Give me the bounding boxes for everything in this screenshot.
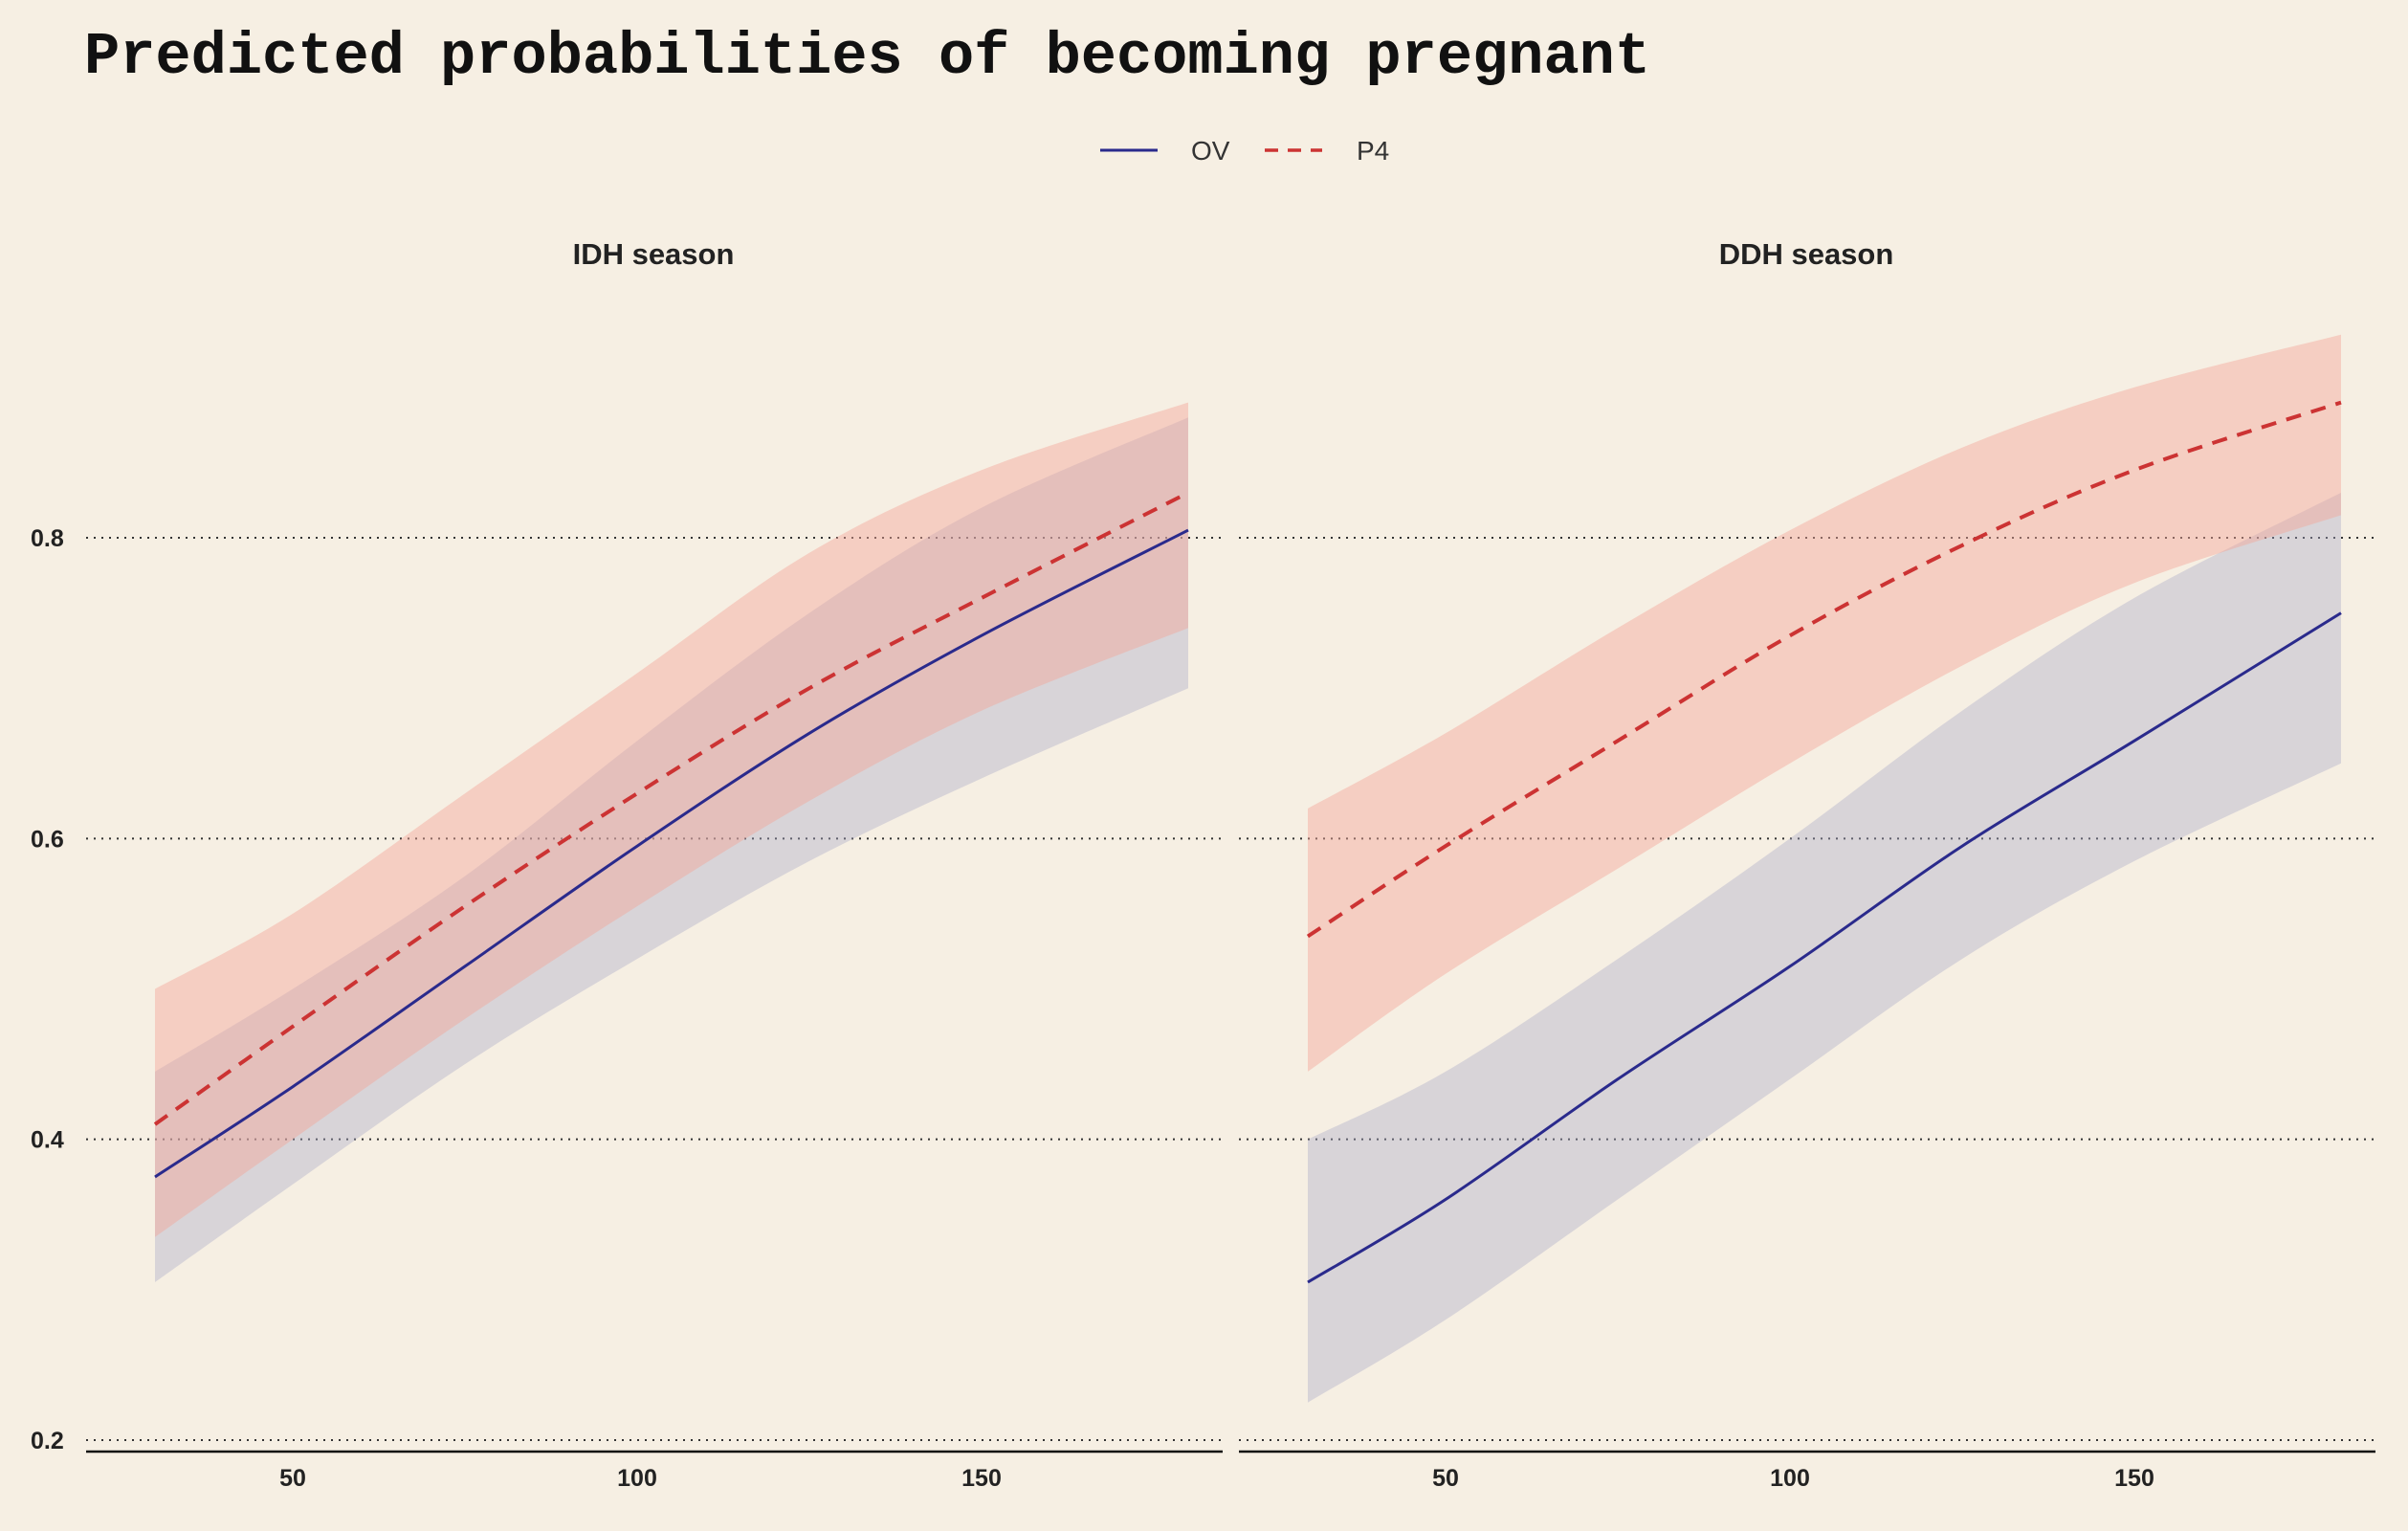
legend-p4-label: P4 xyxy=(1357,136,1389,166)
y-tick-label: 0.2 xyxy=(31,1428,64,1454)
x-tick-label: 150 xyxy=(961,1465,1002,1492)
p4-confidence-band xyxy=(1308,334,2341,1072)
ov-confidence-band xyxy=(155,417,1188,1282)
chart-title: Predicted probabilities of becoming preg… xyxy=(84,23,1650,91)
panel-ddh: 50 100 150 xyxy=(1239,334,2375,1492)
facet-title-idh: IDH season xyxy=(573,237,735,271)
x-tick-label: 100 xyxy=(617,1465,657,1492)
x-tick-label: 100 xyxy=(1770,1465,1810,1492)
legend: OV P4 xyxy=(1100,136,1389,166)
p4-confidence-band xyxy=(155,402,1188,1237)
x-tick-label: 150 xyxy=(2114,1465,2154,1492)
x-tick-label: 50 xyxy=(279,1465,306,1492)
p4-line xyxy=(1306,400,2342,939)
y-tick-label: 0.8 xyxy=(31,525,64,552)
legend-ov-label: OV xyxy=(1191,136,1230,166)
y-axis: 0.2 0.4 0.6 0.8 xyxy=(31,525,64,1454)
ov-line xyxy=(1307,611,2342,1284)
p4-line xyxy=(153,491,1189,1126)
ov-confidence-band xyxy=(1308,492,2341,1403)
y-tick-label: 0.6 xyxy=(31,826,64,853)
facet-title-ddh: DDH season xyxy=(1719,237,1894,271)
x-tick-label: 50 xyxy=(1432,1465,1459,1492)
panel-idh: 50 100 150 xyxy=(86,402,1223,1492)
ov-line xyxy=(154,528,1189,1179)
y-tick-label: 0.4 xyxy=(31,1127,64,1154)
